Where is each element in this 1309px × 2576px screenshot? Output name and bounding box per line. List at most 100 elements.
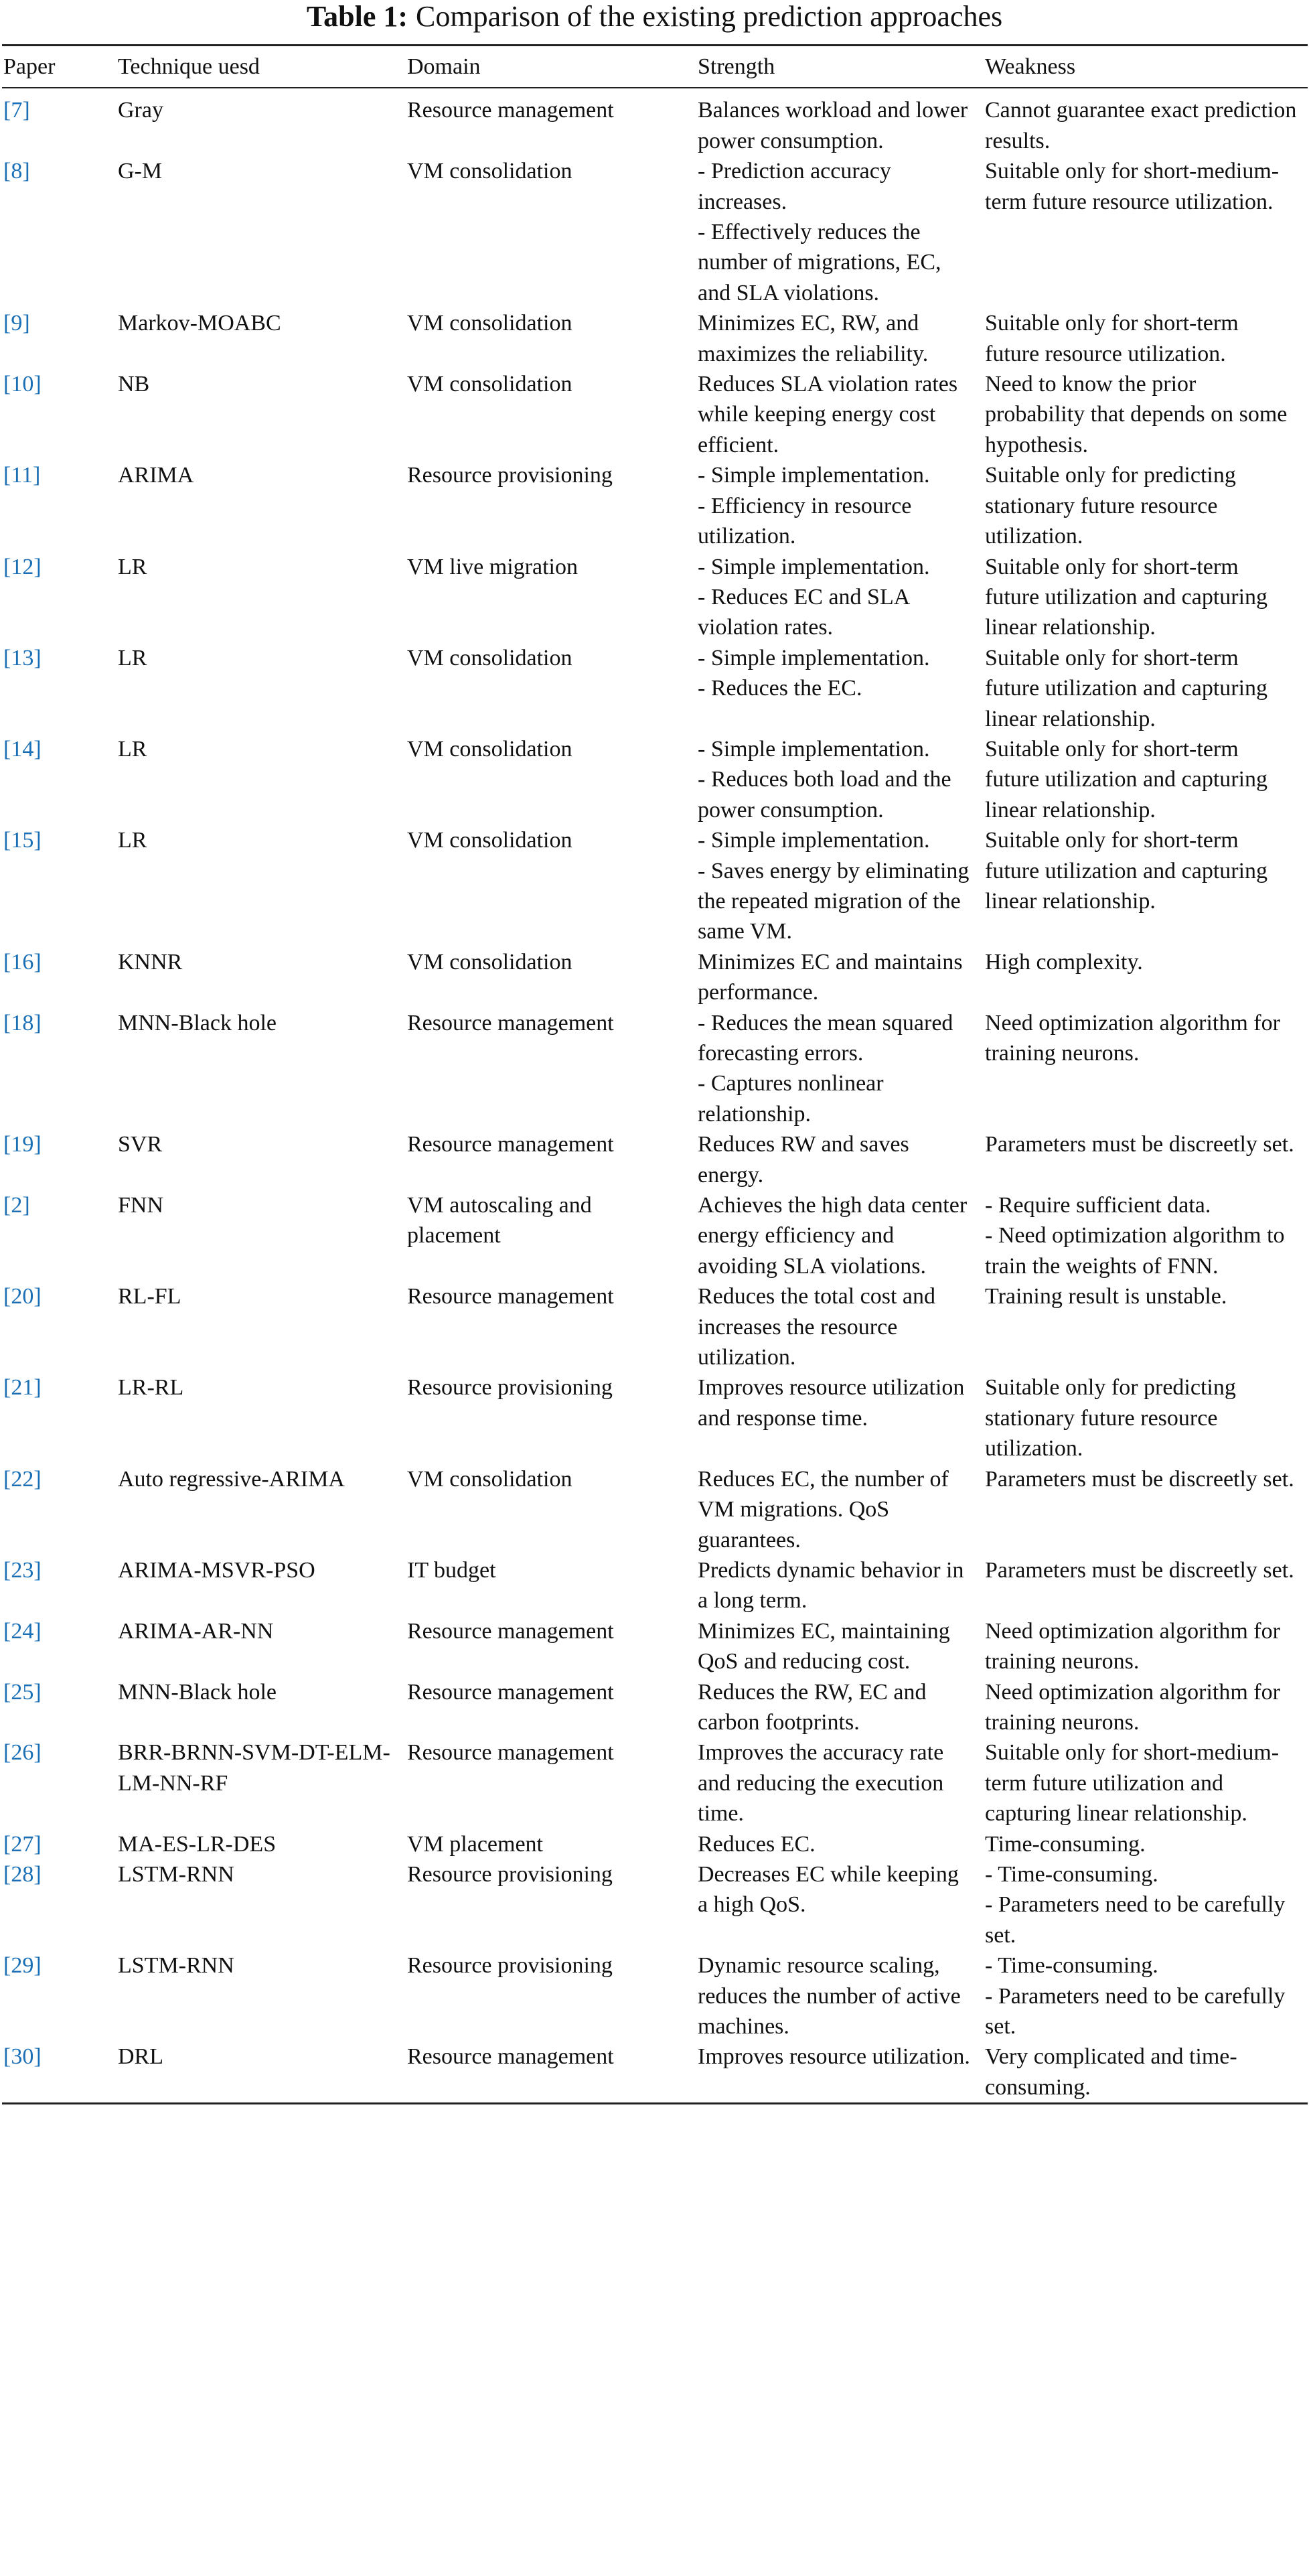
weakness-cell: Suitable only for predicting stationary …: [985, 1375, 1236, 1461]
table-caption: Table 1: Comparison of the existing predi…: [0, 0, 1309, 33]
technique-cell: MA-ES-LR-DES: [118, 1831, 277, 1857]
table-row: [25] MNN-Black hole Resource management Red…: [2, 1677, 1308, 1738]
bullet-item: - Reduces both load and the power consum…: [698, 767, 951, 822]
domain-cell: Resource provisioning: [407, 463, 613, 488]
bullet-item: - Simple implementation.: [698, 645, 930, 670]
domain-cell: Resource management: [407, 1132, 614, 1157]
domain-cell: Resource management: [407, 1010, 614, 1035]
table-row: [23] ARIMA-MSVR-PSO IT budget Predicts dyna…: [2, 1555, 1308, 1616]
weakness-cell: - Require sufficient data. - Need optimiz…: [984, 1190, 1308, 1281]
table-row: [11] ARIMA Resource provisioning - Simple i…: [2, 460, 1308, 551]
technique-cell: Markov-MOABC: [118, 311, 281, 336]
paper-ref-cell: [12]: [3, 554, 42, 579]
domain-cell: VM placement: [407, 1831, 543, 1857]
weakness-cell: - Time-consuming. - Parameters need to be…: [984, 1859, 1308, 1950]
strength-cell: Decreases EC while keeping a high QoS.: [698, 1861, 959, 1918]
strength-cell: Predicts dynamic behavior in a long term…: [698, 1557, 964, 1614]
domain-cell: Resource management: [407, 1740, 614, 1766]
paper-ref-cell: [10]: [3, 372, 42, 397]
technique-cell: DRL: [117, 2042, 406, 2105]
technique-cell: LR: [118, 554, 147, 579]
strength-cell: - Prediction accuracy increases. - Effect…: [696, 156, 984, 308]
paper-ref-cell: [29]: [3, 1953, 42, 1979]
technique-cell: MNN-Black hole: [118, 1679, 277, 1705]
table-row: [26] BRR-BRNN-SVM-DT-ELM-LM-NN-RF Resource…: [2, 1737, 1308, 1829]
column-header: Domain: [406, 44, 696, 89]
bullet-item: - Reduces EC and SLA violation rates.: [698, 584, 909, 640]
paper-ref-cell: [18]: [3, 1010, 42, 1035]
comparison-table: Paper Technique uesd Domain Strength Weaknes…: [2, 44, 1308, 2105]
bullet-item: - Efficiency in resource utilization.: [698, 493, 912, 549]
paper-ref-cell: [7]: [3, 98, 30, 123]
technique-cell: ARIMA-AR-NN: [118, 1618, 274, 1644]
weakness-cell: Training result is unstable.: [985, 1284, 1227, 1309]
column-header: Weakness: [984, 44, 1308, 89]
paper-ref-cell: [22]: [3, 1466, 42, 1492]
strength-cell: Reduces the total cost and increases the…: [698, 1284, 936, 1370]
bullet-item: - Reduces the EC.: [698, 676, 862, 701]
technique-cell: ARIMA: [118, 463, 194, 488]
domain-cell: VM live migration: [407, 554, 578, 579]
strength-cell: - Reduces the mean squared forecasting e…: [696, 1008, 984, 1130]
domain-cell: VM consolidation: [407, 828, 572, 853]
table-row: [10] NB VM consolidation Reduces SLA violat…: [2, 369, 1308, 460]
table-row: [16] KNNR VM consolidation Minimizes EC and…: [2, 947, 1308, 1008]
table-row: [7] Gray Resource management Balances workl…: [2, 88, 1308, 156]
domain-cell: Resource management: [407, 98, 614, 123]
domain-cell: VM consolidation: [407, 159, 572, 184]
domain-cell: IT budget: [407, 1557, 496, 1583]
technique-cell: LR-RL: [118, 1375, 184, 1401]
table-row: [9] Markov-MOABC VM consolidation Minimizes…: [2, 308, 1308, 369]
strength-cell: Minimizes EC, RW, and maximizes the reli…: [698, 311, 929, 366]
table-row: [29] LSTM-RNN Resource provisioning Dynamic…: [2, 1950, 1308, 2042]
weakness-cell: - Time-consuming. - Parameters need to be…: [984, 1950, 1308, 2042]
strength-cell: - Simple implementation. - Reduces EC and…: [696, 552, 984, 643]
paper-ref-cell: [16]: [3, 949, 42, 975]
weakness-cell: Suitable only for short-term future util…: [985, 645, 1268, 731]
paper-ref-cell: [28]: [3, 1861, 42, 1887]
weakness-cell: Very complicated and time-consuming.: [984, 2042, 1308, 2105]
table-row: [27] MA-ES-LR-DES VM placement Reduces EC. T…: [2, 1829, 1308, 1859]
paper-ref-cell: [9]: [3, 311, 30, 336]
paper-ref-cell: [15]: [3, 828, 42, 853]
weakness-cell: Need optimization algorithm for training…: [985, 1679, 1280, 1735]
table-row: [24] ARIMA-AR-NN Resource management Minimi…: [2, 1616, 1308, 1677]
bullet-item: - Parameters need to be carefully set.: [985, 1892, 1286, 1948]
table-head: Paper Technique uesd Domain Strength Weaknes…: [2, 44, 1308, 89]
table-row: [13] LR VM consolidation - Simple implement…: [2, 643, 1308, 734]
bullet-item: - Need optimization algorithm to train t…: [985, 1223, 1285, 1279]
paper-ref-cell: [25]: [3, 1679, 42, 1705]
paper-ref-cell: [14]: [3, 736, 42, 762]
table-row: [19] SVR Resource management Reduces RW and…: [2, 1129, 1308, 1190]
strength-cell: - Simple implementation. - Reduces both l…: [696, 734, 984, 825]
domain-cell: VM consolidation: [407, 645, 572, 670]
table-row: [2] FNN VM autoscaling and placement Achiev…: [2, 1190, 1308, 1281]
table-row: [22] Auto regressive-ARIMA VM consolidatio…: [2, 1464, 1308, 1555]
weakness-cell: Suitable only for predicting stationary …: [985, 463, 1236, 549]
strength-cell: Reduces RW and saves energy.: [698, 1132, 909, 1188]
strength-cell: Achieves the high data center energy eff…: [698, 1193, 968, 1279]
domain-cell: VM autoscaling and placement: [407, 1193, 592, 1248]
strength-cell: Reduces EC, the number of VM migrations.…: [698, 1466, 949, 1553]
bullet-item: - Effectively reduces the number of migr…: [698, 220, 941, 305]
domain-cell: VM consolidation: [407, 736, 572, 762]
strength-cell: Dynamic resource scaling, reduces the nu…: [698, 1953, 961, 2039]
weakness-cell: Parameters must be discreetly set.: [985, 1466, 1294, 1492]
caption-text: Comparison of the existing prediction ap…: [416, 0, 1003, 33]
strength-cell: Reduces the RW, EC and carbon footprints…: [698, 1679, 927, 1735]
technique-cell: BRR-BRNN-SVM-DT-ELM-LM-NN-RF: [118, 1740, 390, 1796]
domain-cell: VM consolidation: [407, 311, 572, 336]
strength-cell: Improves resource utilization.: [696, 2042, 984, 2105]
header-row: Paper Technique uesd Domain Strength Weaknes…: [2, 44, 1308, 89]
bullet-item: - Simple implementation.: [698, 554, 930, 579]
weakness-cell: Suitable only for short-medium-term futu…: [985, 159, 1280, 214]
caption-label: Table 1:: [306, 0, 408, 33]
table-row: [8] G-M VM consolidation - Prediction accur…: [2, 156, 1308, 308]
domain-cell: Resource provisioning: [407, 1861, 613, 1887]
domain-cell: Resource provisioning: [407, 1953, 613, 1979]
domain-cell: Resource management: [407, 1679, 614, 1705]
technique-cell: LR: [118, 736, 147, 762]
strength-cell: Minimizes EC, maintaining QoS and reduci…: [698, 1618, 950, 1674]
weakness-cell: Time-consuming.: [985, 1831, 1146, 1857]
